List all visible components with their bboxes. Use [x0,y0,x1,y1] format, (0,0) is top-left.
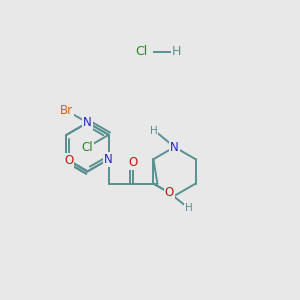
Text: H: H [172,45,182,58]
Text: N: N [170,140,179,154]
Text: Cl: Cl [135,45,147,58]
Text: H: H [150,126,158,136]
Text: H: H [185,202,192,213]
Text: Br: Br [60,104,73,117]
Text: Cl: Cl [82,140,93,154]
Text: N: N [83,116,92,129]
Text: N: N [104,153,113,166]
Text: O: O [128,156,138,170]
Text: O: O [165,186,174,199]
Text: O: O [64,154,74,167]
